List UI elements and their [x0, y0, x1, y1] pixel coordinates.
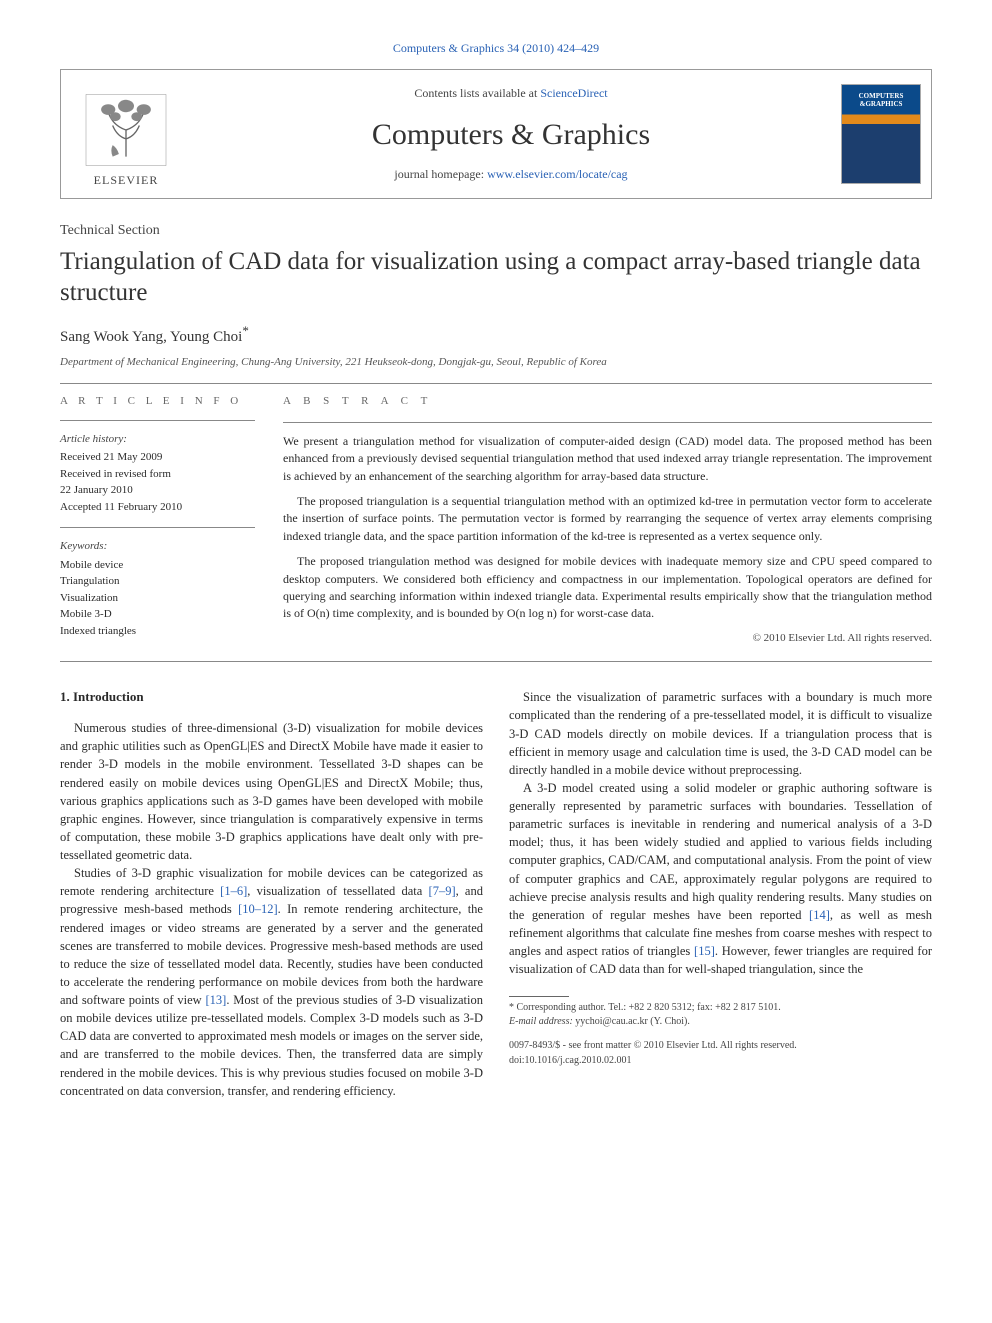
body-paragraph: Studies of 3-D graphic visualization for… [60, 864, 483, 1100]
keywords-block: Keywords: Mobile device Triangulation Vi… [60, 538, 255, 639]
keyword: Visualization [60, 590, 255, 607]
keyword: Mobile device [60, 557, 255, 574]
email-address[interactable]: yychoi@cau.ac.kr (Y. Choi). [573, 1016, 690, 1027]
homepage-line: journal homepage: www.elsevier.com/locat… [181, 166, 841, 183]
history-label: Article history: [60, 431, 255, 448]
contents-prefix: Contents lists available at [414, 86, 540, 100]
header-center: Contents lists available at ScienceDirec… [181, 85, 841, 183]
text-run: . Most of the previous studies of 3-D vi… [60, 993, 483, 1098]
divider [60, 661, 932, 662]
journal-name: Computers & Graphics [181, 113, 841, 157]
text-run: A 3-D model created using a solid modele… [509, 781, 932, 922]
authors: Sang Wook Yang, Young Choi* [60, 322, 932, 349]
divider [60, 527, 255, 528]
keyword: Mobile 3-D [60, 606, 255, 623]
text-run: . In remote rendering architecture, the … [60, 902, 483, 1007]
body-paragraph: A 3-D model created using a solid modele… [509, 779, 932, 978]
keyword: Indexed triangles [60, 623, 255, 640]
abstract-copyright: © 2010 Elsevier Ltd. All rights reserved… [283, 631, 932, 647]
elsevier-logo: ELSEVIER [71, 79, 181, 189]
elsevier-label: ELSEVIER [94, 172, 159, 189]
homepage-prefix: journal homepage: [394, 167, 487, 181]
body-paragraph: Since the visualization of parametric su… [509, 688, 932, 779]
abstract-column: A B S T R A C T We present a triangulati… [283, 394, 932, 651]
journal-issue-link[interactable]: Computers & Graphics 34 (2010) 424–429 [60, 40, 932, 57]
history-line: Received in revised form [60, 466, 255, 483]
issn-line: 0097-8493/$ - see front matter © 2010 El… [509, 1039, 932, 1054]
divider [60, 420, 255, 421]
journal-cover-text: COMPUTERS &GRAPHICS [846, 93, 916, 108]
history-line: 22 January 2010 [60, 482, 255, 499]
citation-link[interactable]: [10–12] [238, 902, 278, 916]
citation-link[interactable]: [15] [694, 944, 715, 958]
abstract-paragraph: The proposed triangulation is a sequenti… [283, 493, 932, 545]
citation-link[interactable]: [14] [809, 908, 830, 922]
email-footnote: E-mail address: yychoi@cau.ac.kr (Y. Cho… [509, 1015, 932, 1029]
abstract-heading: A B S T R A C T [283, 394, 932, 410]
sciencedirect-link[interactable]: ScienceDirect [540, 86, 607, 100]
homepage-link[interactable]: www.elsevier.com/locate/cag [487, 167, 628, 181]
info-abstract-row: A R T I C L E I N F O Article history: R… [60, 394, 932, 651]
abstract-paragraph: We present a triangulation method for vi… [283, 433, 932, 485]
affiliation: Department of Mechanical Engineering, Ch… [60, 355, 932, 371]
footnote-separator [509, 996, 569, 997]
elsevier-tree-icon [81, 90, 171, 170]
section-heading: 1. Introduction [60, 688, 483, 707]
journal-header: ELSEVIER Contents lists available at Sci… [60, 69, 932, 199]
section-label: Technical Section [60, 221, 932, 241]
body-paragraph: Numerous studies of three-dimensional (3… [60, 719, 483, 864]
citation-link[interactable]: [1–6] [220, 884, 247, 898]
corresponding-mark: * [242, 323, 249, 338]
author-names: Sang Wook Yang, Young Choi [60, 329, 242, 345]
divider [60, 383, 932, 384]
contents-line: Contents lists available at ScienceDirec… [181, 85, 841, 102]
article-history: Article history: Received 21 May 2009 Re… [60, 431, 255, 516]
abstract-paragraph: The proposed triangulation method was de… [283, 553, 932, 623]
article-info-heading: A R T I C L E I N F O [60, 394, 255, 410]
paper-title: Triangulation of CAD data for visualizat… [60, 246, 932, 309]
keyword: Triangulation [60, 573, 255, 590]
keywords-label: Keywords: [60, 538, 255, 555]
email-label: E-mail address: [509, 1016, 573, 1027]
corresponding-footnote: * Corresponding author. Tel.: +82 2 820 … [509, 1001, 932, 1015]
text-run: , visualization of tessellated data [247, 884, 428, 898]
doi-line: doi:10.1016/j.cag.2010.02.001 [509, 1054, 932, 1069]
history-line: Accepted 11 February 2010 [60, 499, 255, 516]
divider [283, 422, 932, 423]
abstract-text: We present a triangulation method for vi… [283, 433, 932, 623]
citation-link[interactable]: [7–9] [429, 884, 456, 898]
body-text: 1. Introduction Numerous studies of thre… [60, 688, 932, 1099]
history-line: Received 21 May 2009 [60, 449, 255, 466]
citation-link[interactable]: [13] [206, 993, 227, 1007]
journal-cover-thumbnail: COMPUTERS &GRAPHICS [841, 84, 921, 184]
article-info-column: A R T I C L E I N F O Article history: R… [60, 394, 255, 651]
